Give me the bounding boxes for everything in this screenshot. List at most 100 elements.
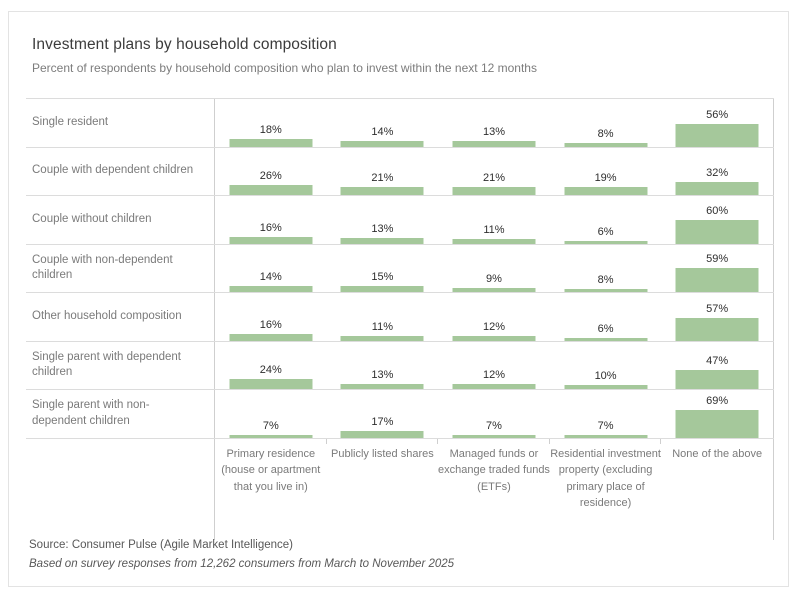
bar-cell: 47%	[661, 342, 773, 389]
bar-cell: 15%	[327, 245, 439, 292]
bar-cell: 7%	[215, 390, 327, 438]
bar[interactable]	[564, 385, 648, 389]
row-cells: 7% 17% 7% 7% 69%	[214, 390, 774, 438]
row-cells: 16% 13% 11% 6% 60%	[214, 196, 774, 244]
matrix-row: Other household composition 16% 11% 12% 6% 57…	[26, 292, 774, 341]
bar[interactable]	[229, 237, 313, 244]
bar[interactable]	[564, 337, 648, 341]
bar[interactable]	[675, 182, 759, 195]
bar[interactable]	[340, 238, 424, 244]
bar-cell: 16%	[215, 196, 327, 244]
bar[interactable]	[675, 317, 759, 341]
bar-cell: 26%	[215, 148, 327, 195]
bar-cell: 59%	[661, 245, 773, 292]
bar-cell: 60%	[661, 196, 773, 244]
bar-cell: 18%	[215, 99, 327, 147]
bar-cell: 19%	[550, 148, 662, 195]
bar[interactable]	[229, 139, 313, 147]
bar[interactable]	[340, 186, 424, 195]
bar-cell: 21%	[327, 148, 439, 195]
bar[interactable]	[452, 141, 536, 147]
source-text: Source: Consumer Pulse (Agile Market Int…	[29, 539, 293, 551]
bar-cell: 7%	[438, 390, 550, 438]
bar-value-label: 21%	[371, 171, 394, 184]
bar[interactable]	[229, 286, 313, 292]
matrix-row: Couple with non-dependent children 14% 15%…	[26, 243, 774, 292]
matrix-row: Single resident 18% 14% 13% 8% 56%	[26, 98, 774, 147]
bar[interactable]	[340, 336, 424, 341]
bar-value-label: 60%	[706, 204, 729, 217]
bar-value-label: 7%	[486, 419, 502, 432]
bar-value-label: 24%	[259, 364, 282, 377]
bar-value-label: 7%	[597, 419, 614, 432]
bar-value-label: 21%	[482, 171, 505, 184]
bar[interactable]	[452, 384, 536, 389]
bar-value-label: 16%	[259, 222, 282, 235]
column-header-row: Primary residence (house or apartment th…	[26, 437, 774, 540]
bar-value-label: 8%	[597, 128, 614, 141]
row-label: Single parent with dependent children	[32, 350, 181, 379]
bar[interactable]	[675, 219, 759, 244]
bar[interactable]	[452, 186, 536, 195]
bar-value-label: 14%	[371, 125, 394, 138]
bar[interactable]	[564, 240, 648, 244]
row-label: Couple with dependent children	[32, 164, 194, 177]
bar-cell: 8%	[550, 245, 662, 292]
bar-value-label: 16%	[259, 319, 282, 332]
bar-value-label: 11%	[371, 321, 393, 334]
row-cells: 14% 15% 9% 8% 59%	[214, 244, 774, 292]
bar-cell: 12%	[438, 342, 550, 389]
bar-cell: 56%	[661, 99, 773, 147]
row-label: Single resident	[32, 115, 109, 128]
chart-title: Investment plans by household compositio…	[32, 36, 337, 53]
bar-cell: 16%	[215, 293, 327, 341]
bar[interactable]	[675, 370, 759, 389]
bar-value-label: 11%	[483, 224, 505, 237]
bar-value-label: 14%	[259, 271, 282, 284]
bar-value-label: 18%	[259, 124, 282, 137]
column-header-text: None of the above	[672, 447, 763, 460]
row-cells: 16% 11% 12% 6% 57%	[214, 293, 774, 341]
bar-cell: 11%	[438, 196, 550, 244]
bar[interactable]	[340, 430, 424, 438]
column-header: None of the above	[660, 438, 773, 540]
bar-value-label: 26%	[259, 169, 282, 182]
bar[interactable]	[564, 288, 648, 292]
bar[interactable]	[340, 140, 424, 147]
bar[interactable]	[229, 434, 313, 438]
bar[interactable]	[675, 124, 759, 147]
row-label: Couple with non-dependent children	[32, 253, 173, 282]
bar-value-label: 6%	[597, 322, 614, 335]
bar-cell: 13%	[327, 196, 439, 244]
bar-cell: 9%	[438, 245, 550, 292]
bar[interactable]	[675, 409, 759, 438]
bar-value-label: 13%	[371, 368, 394, 381]
matrix-row: Couple with dependent children 26% 21% 21% 1…	[26, 146, 774, 195]
bar[interactable]	[452, 288, 536, 292]
bar[interactable]	[675, 268, 759, 292]
bar-cell: 11%	[327, 293, 439, 341]
bar[interactable]	[452, 335, 536, 341]
column-header-text: Managed funds or exchange traded funds (…	[438, 447, 550, 493]
bar-value-label: 57%	[706, 302, 729, 315]
chart-card: Investment plans by household compositio…	[8, 11, 789, 587]
bar[interactable]	[564, 143, 648, 147]
bar-cell: 17%	[327, 390, 439, 438]
row-label: Other household composition	[32, 309, 182, 322]
bar-cell: 14%	[327, 99, 439, 147]
bar[interactable]	[452, 239, 536, 244]
bar[interactable]	[564, 187, 648, 195]
bar-value-label: 13%	[371, 223, 394, 236]
bar[interactable]	[340, 383, 424, 389]
bar-cell: 69%	[661, 390, 773, 438]
bar[interactable]	[452, 434, 536, 438]
bar-value-label: 13%	[482, 126, 505, 139]
bar-value-label: 19%	[594, 172, 617, 185]
bar-cell: 12%	[438, 293, 550, 341]
bar[interactable]	[229, 334, 313, 341]
bar[interactable]	[229, 184, 313, 195]
bar-value-label: 9%	[486, 273, 502, 286]
bar[interactable]	[229, 379, 313, 389]
bar[interactable]	[340, 286, 424, 292]
bar[interactable]	[564, 434, 648, 438]
